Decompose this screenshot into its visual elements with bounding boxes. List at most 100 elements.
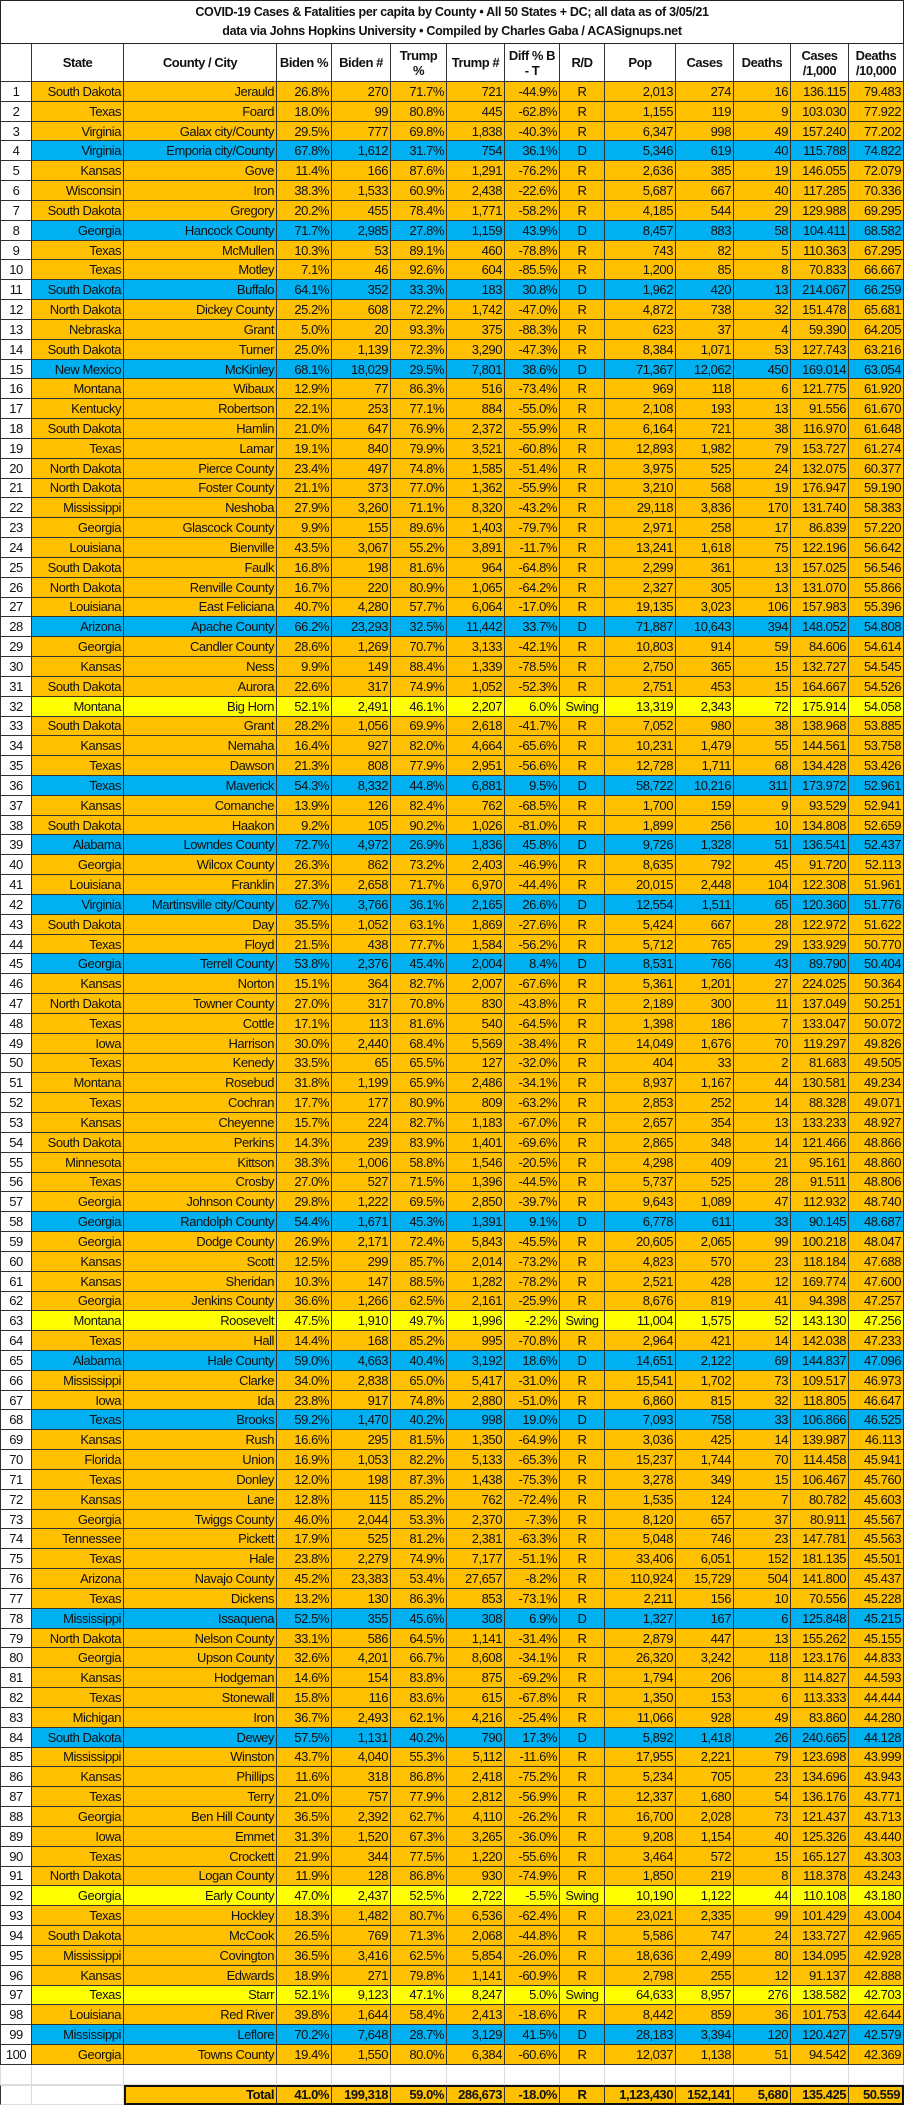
cell-trump-pct[interactable]: 86.8% <box>391 1767 447 1788</box>
cell-population[interactable]: 3,975 <box>605 458 676 479</box>
cell-population[interactable]: 2,865 <box>605 1132 676 1153</box>
cell-biden-pct[interactable]: 33.1% <box>277 1628 332 1649</box>
cell-county[interactable]: Dodge County <box>124 1232 277 1252</box>
cell-cases-per-1000[interactable]: 114.458 <box>791 1450 849 1470</box>
cell-diff-pct[interactable]: -5.5% <box>505 1886 560 1907</box>
cell-deaths-per-10000[interactable]: 55.866 <box>849 577 904 598</box>
cell-biden-pct[interactable]: 38.3% <box>277 1152 332 1173</box>
cell-deaths-per-10000[interactable]: 47.688 <box>849 1251 904 1272</box>
cell-rank[interactable]: 96 <box>0 1965 32 1986</box>
cell-biden-pct[interactable]: 43.7% <box>277 1747 332 1768</box>
cell-deaths-per-10000[interactable]: 58.383 <box>849 498 904 519</box>
cell-deaths[interactable]: 14 <box>734 1430 791 1451</box>
cell-trump-votes[interactable]: 1,742 <box>447 300 505 320</box>
cell-population[interactable]: 2,211 <box>605 1588 676 1609</box>
cell-state[interactable]: South Dakota <box>32 339 124 360</box>
cell-population[interactable]: 71,887 <box>605 617 676 638</box>
cell-trump-pct[interactable]: 77.9% <box>391 1787 447 1808</box>
cell-county[interactable]: Buffalo <box>124 280 277 301</box>
cell-rank[interactable]: 93 <box>0 1906 32 1927</box>
cell-diff-pct[interactable]: -65.3% <box>505 1450 560 1470</box>
cell-cases[interactable]: 453 <box>676 676 734 697</box>
cell-rank[interactable]: 42 <box>0 894 32 915</box>
cell-cases[interactable]: 82 <box>676 240 734 261</box>
cell-cases-per-1000[interactable]: 143.130 <box>791 1311 849 1332</box>
cell-county[interactable]: Ida <box>124 1390 277 1411</box>
cell-trump-votes[interactable]: 1,771 <box>447 200 505 221</box>
cell-trump-votes[interactable]: 754 <box>447 141 505 162</box>
cell-cases[interactable]: 10,643 <box>676 617 734 638</box>
cell-state[interactable]: Texas <box>32 1053 124 1074</box>
cell-biden-pct[interactable]: 46.0% <box>277 1509 332 1530</box>
cell-trump-votes[interactable]: 3,891 <box>447 538 505 558</box>
cell-trump-pct[interactable]: 71.5% <box>391 1172 447 1193</box>
header-cases-per-1000[interactable]: Cases /1,000 <box>791 44 849 82</box>
cell-cases[interactable]: 2,065 <box>676 1232 734 1252</box>
cell-county[interactable]: Hodgeman <box>124 1668 277 1689</box>
cell-deaths[interactable]: 38 <box>734 716 791 737</box>
cell-rank[interactable]: 47 <box>0 994 32 1014</box>
cell-state[interactable]: Wisconsin <box>32 181 124 201</box>
cell-diff-pct[interactable]: 30.8% <box>505 280 560 301</box>
cell-state[interactable]: Georgia <box>32 220 124 241</box>
cell-cases-per-1000[interactable]: 114.827 <box>791 1668 849 1689</box>
cell-party[interactable]: R <box>560 419 605 439</box>
cell-rank[interactable]: 28 <box>0 617 32 638</box>
cell-diff-pct[interactable]: -22.6% <box>505 181 560 201</box>
cell-diff-pct[interactable]: -52.3% <box>505 676 560 697</box>
cell-rank[interactable]: 66 <box>0 1370 32 1391</box>
cell-deaths-per-10000[interactable]: 50.251 <box>849 994 904 1014</box>
cell-population[interactable]: 9,726 <box>605 835 676 856</box>
cell-population[interactable]: 4,872 <box>605 300 676 320</box>
cell-party[interactable]: R <box>560 538 605 558</box>
cell-county[interactable]: McKinley <box>124 359 277 380</box>
cell-rank[interactable]: 74 <box>0 1529 32 1550</box>
cell-biden-pct[interactable]: 59.2% <box>277 1410 332 1431</box>
cell-biden-pct[interactable]: 23.8% <box>277 1549 332 1570</box>
cell-party[interactable]: R <box>560 260 605 281</box>
cell-trump-pct[interactable]: 58.8% <box>391 1152 447 1173</box>
cell-state[interactable]: Texas <box>32 756 124 776</box>
cell-deaths-per-10000[interactable]: 49.234 <box>849 1073 904 1094</box>
cell-rank[interactable]: 100 <box>0 2044 32 2065</box>
cell-trump-votes[interactable]: 7,177 <box>447 1549 505 1570</box>
cell-trump-pct[interactable]: 77.9% <box>391 756 447 776</box>
cell-party[interactable]: R <box>560 1053 605 1074</box>
cell-rank[interactable]: 91 <box>0 1866 32 1887</box>
cell-population[interactable]: 16,700 <box>605 1807 676 1827</box>
cell-deaths[interactable]: 5 <box>734 240 791 261</box>
header-trump-votes[interactable]: Trump # <box>447 44 505 82</box>
cell-trump-pct[interactable]: 93.3% <box>391 319 447 340</box>
cell-deaths-per-10000[interactable]: 61.648 <box>849 419 904 439</box>
cell-county[interactable]: Terrell County <box>124 954 277 975</box>
cell-cases-per-1000[interactable]: 165.127 <box>791 1846 849 1867</box>
cell-state[interactable]: North Dakota <box>32 478 124 499</box>
cell-trump-votes[interactable]: 4,216 <box>447 1707 505 1728</box>
cell-cases-per-1000[interactable]: 90.145 <box>791 1212 849 1233</box>
cell-cases[interactable]: 186 <box>676 1013 734 1034</box>
cell-diff-pct[interactable]: -46.9% <box>505 855 560 876</box>
cell-trump-pct[interactable]: 40.2% <box>391 1727 447 1748</box>
cell-trump-pct[interactable]: 85.7% <box>391 1251 447 1272</box>
cell-cases-per-1000[interactable]: 118.805 <box>791 1390 849 1411</box>
cell-deaths[interactable]: 14 <box>734 1331 791 1351</box>
cell-deaths[interactable]: 73 <box>734 1807 791 1827</box>
cell-cases[interactable]: 619 <box>676 141 734 162</box>
cell-population[interactable]: 12,037 <box>605 2044 676 2065</box>
cell-biden-votes[interactable]: 4,972 <box>332 835 391 856</box>
cell-population[interactable]: 23,021 <box>605 1906 676 1927</box>
cell-deaths-per-10000[interactable]: 66.667 <box>849 260 904 281</box>
cell-biden-votes[interactable]: 1,671 <box>332 1212 391 1233</box>
cell-state[interactable]: Kansas <box>32 974 124 995</box>
cell-diff-pct[interactable]: -39.7% <box>505 1192 560 1213</box>
cell-population[interactable]: 969 <box>605 379 676 400</box>
cell-party[interactable]: R <box>560 597 605 618</box>
cell-deaths-per-10000[interactable]: 61.670 <box>849 399 904 420</box>
cell-biden-votes[interactable]: 1,644 <box>332 2005 391 2026</box>
header-rank[interactable] <box>0 44 32 82</box>
cell-deaths[interactable]: 36 <box>734 2005 791 2026</box>
cell-diff-pct[interactable]: -17.0% <box>505 597 560 618</box>
cell-state[interactable]: Texas <box>32 1688 124 1708</box>
cell-biden-votes[interactable]: 239 <box>332 1132 391 1153</box>
cell-party[interactable]: R <box>560 1232 605 1252</box>
